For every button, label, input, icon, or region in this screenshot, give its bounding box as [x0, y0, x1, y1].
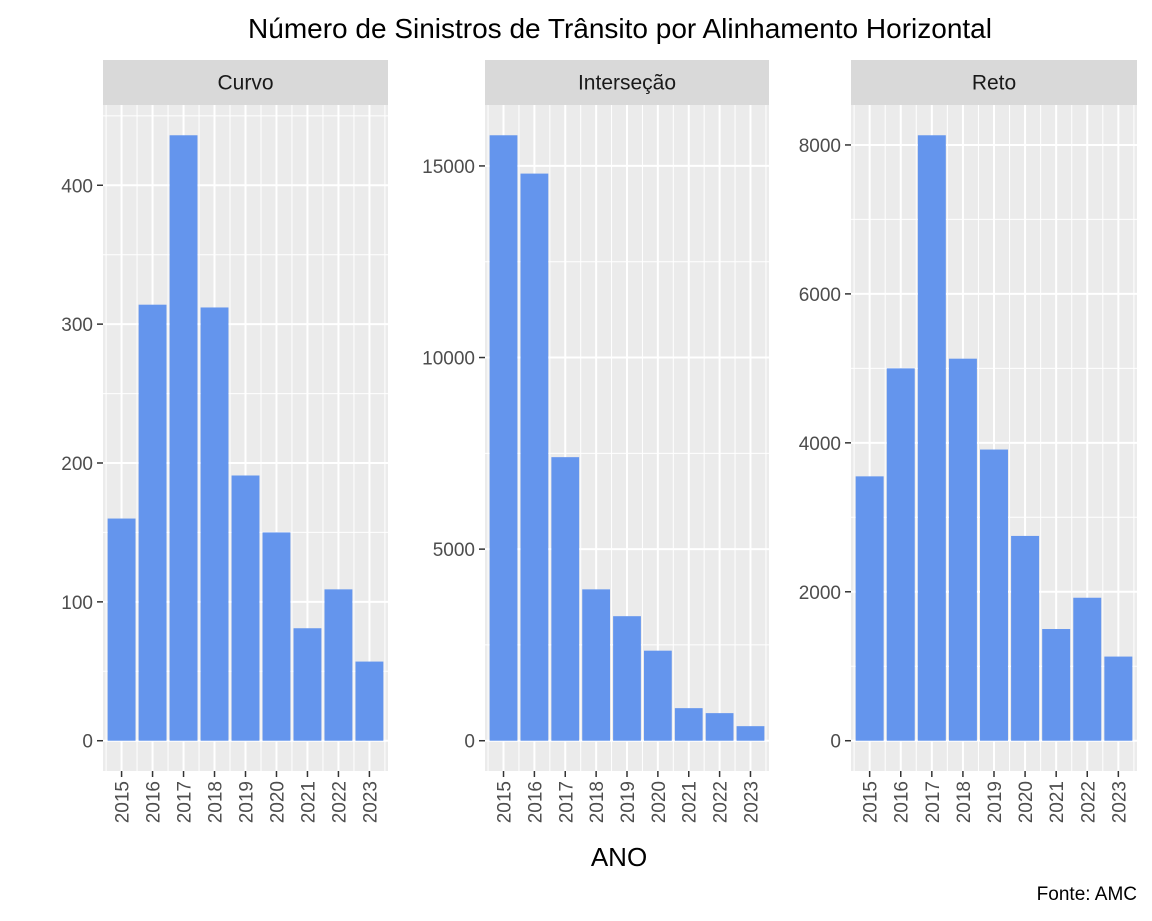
facet-strip-label: Curvo — [217, 72, 273, 95]
facet-panel-3: Reto 0 2000 4000 6000 8000 2015 2016 2017 2018 201… — [799, 60, 1137, 823]
facet-strip — [485, 60, 769, 105]
facet-panel-1: Curvo 0 100 200 300 400 2015 2016 2017 2018 2019 20… — [61, 60, 388, 823]
x-tick-label: 2020 — [267, 781, 288, 823]
bar-reto-2021 — [1042, 629, 1071, 741]
y-tick-label: 0 — [830, 732, 841, 753]
bar-reto-2016 — [886, 368, 915, 741]
y-tick-label: 5000 — [433, 540, 475, 561]
x-tick-label: 2020 — [1016, 781, 1037, 823]
y-tick-label: 15000 — [422, 157, 475, 178]
bar-interseção-2018 — [582, 589, 611, 741]
bar-curvo-2021 — [293, 628, 322, 741]
bar-reto-2018 — [948, 358, 977, 741]
x-tick-label: 2016 — [525, 781, 546, 823]
bar-interseção-2022 — [705, 713, 734, 741]
facet-strip-label: Reto — [972, 72, 1016, 95]
x-tick-label: 2016 — [144, 781, 165, 823]
facet-strip — [851, 60, 1137, 105]
x-tick-label: 2021 — [298, 781, 319, 823]
x-tick-label: 2021 — [680, 781, 701, 823]
y-tick-label: 0 — [82, 732, 93, 753]
y-tick-label: 400 — [61, 176, 93, 197]
x-tick-label: 2022 — [711, 781, 732, 823]
x-tick-label: 2017 — [556, 781, 577, 823]
y-tick-label: 4000 — [799, 434, 841, 455]
bar-interseção-2017 — [551, 457, 580, 741]
bar-reto-2023 — [1104, 656, 1133, 741]
bar-curvo-2019 — [231, 475, 260, 741]
y-tick-label: 0 — [464, 732, 475, 753]
bar-reto-2017 — [917, 135, 946, 741]
bar-curvo-2016 — [138, 304, 167, 741]
y-tick-label: 8000 — [799, 136, 841, 157]
x-tick-label: 2015 — [861, 781, 882, 823]
y-tick-label: 10000 — [422, 349, 475, 370]
bar-curvo-2023 — [355, 661, 384, 741]
bar-interseção-2021 — [674, 708, 703, 741]
x-tick-label: 2022 — [1078, 781, 1099, 823]
x-tick-label: 2020 — [649, 781, 670, 823]
bar-interseção-2016 — [520, 173, 549, 741]
facet-panels: Curvo 0 100 200 300 400 2015 2016 2017 2018 2019 20… — [61, 60, 1137, 823]
x-tick-label: 2019 — [618, 781, 639, 823]
caption: Fonte: AMC — [1037, 884, 1137, 905]
bar-curvo-2018 — [200, 307, 229, 741]
x-tick-label: 2022 — [329, 781, 350, 823]
bar-interseção-2015 — [489, 135, 518, 741]
bar-interseção-2019 — [613, 616, 641, 741]
bar-interseção-2020 — [643, 650, 672, 741]
x-tick-label: 2019 — [237, 781, 258, 823]
bar-curvo-2015 — [107, 518, 136, 741]
chart-title: Número de Sinistros de Trânsito por Alin… — [248, 13, 992, 44]
facet-strip — [103, 60, 388, 105]
x-tick-label: 2017 — [175, 781, 196, 823]
bar-reto-2019 — [980, 449, 1008, 741]
x-tick-label: 2018 — [954, 781, 975, 823]
y-tick-label: 200 — [61, 454, 93, 475]
y-tick-label: 300 — [61, 315, 93, 336]
bar-curvo-2022 — [324, 589, 353, 741]
x-tick-label: 2015 — [495, 781, 516, 823]
y-tick-label: 100 — [61, 593, 93, 614]
x-tick-label: 2021 — [1047, 781, 1068, 823]
x-tick-label: 2017 — [923, 781, 944, 823]
bar-curvo-2017 — [169, 135, 198, 741]
x-tick-label: 2023 — [360, 781, 381, 823]
x-tick-label: 2023 — [1109, 781, 1130, 823]
x-tick-label: 2019 — [985, 781, 1006, 823]
x-tick-label: 2016 — [892, 781, 913, 823]
bar-reto-2015 — [855, 476, 884, 741]
bar-reto-2022 — [1073, 597, 1102, 741]
bar-interseção-2023 — [736, 726, 765, 741]
y-tick-label: 2000 — [799, 583, 841, 604]
facet-strip-label: Interseção — [578, 72, 676, 95]
x-tick-label: 2018 — [206, 781, 227, 823]
x-tick-label: 2015 — [113, 781, 134, 823]
x-axis-title: ANO — [591, 842, 647, 872]
facet-panel-2: Interseção 0 5000 10000 15000 2015 2016 2017 201… — [422, 60, 769, 823]
x-tick-label: 2018 — [587, 781, 608, 823]
bar-reto-2020 — [1011, 535, 1040, 741]
y-tick-label: 6000 — [799, 285, 841, 306]
x-tick-label: 2023 — [741, 781, 762, 823]
bar-curvo-2020 — [262, 532, 291, 741]
